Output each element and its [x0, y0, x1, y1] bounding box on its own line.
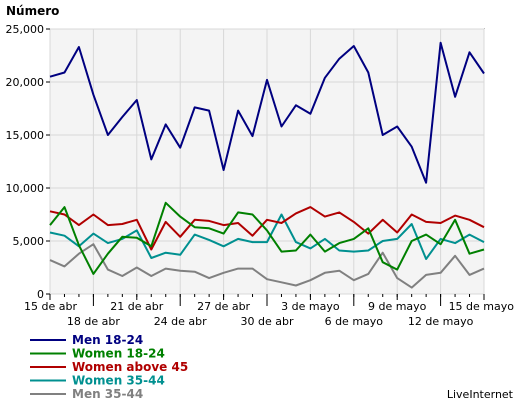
legend-label: Men 35-44	[72, 387, 143, 401]
legend-label: Women 35-44	[72, 374, 165, 388]
legend-label: Men 18-24	[72, 333, 143, 347]
legend-label: Women 18-24	[72, 347, 165, 361]
x-tick-label: 3 de mayo	[281, 300, 340, 313]
series-line	[49, 41, 485, 184]
x-tick-label: 6 de mayo	[325, 315, 384, 328]
y-tick-label: 5,000	[13, 235, 45, 248]
y-tick-label: 15,000	[6, 129, 45, 142]
y-tick-label: 20,000	[6, 76, 45, 89]
x-tick-label: 9 de mayo	[368, 300, 427, 313]
y-tick-label: 0	[37, 288, 44, 301]
brand-label: LiveInternet	[447, 388, 514, 401]
series-line	[49, 201, 485, 275]
y-tick-label: 25,000	[6, 23, 45, 36]
legend-label: Women above 45	[72, 360, 188, 374]
x-tick-label: 18 de abr	[67, 315, 120, 328]
series-group	[49, 41, 485, 289]
y-axis: 25,000 20,000 15,000 10,000 5,000 0	[6, 23, 50, 301]
x-tick-label: 30 de abr	[241, 315, 294, 328]
x-axis: 15 de abr 21 de abr 27 de abr 3 de mayo 9 de…	[24, 294, 514, 328]
x-tick-label: 21 de abr	[110, 300, 163, 313]
series-line	[49, 213, 485, 260]
x-tick-label: 12 de mayo	[408, 315, 474, 328]
y-axis-label: Número	[6, 4, 59, 18]
series-line	[49, 243, 485, 289]
y-tick-label: 10,000	[6, 182, 45, 195]
x-tick-label: 27 de abr	[197, 300, 250, 313]
series-line	[49, 206, 485, 251]
x-tick-label: 15 de mayo	[449, 300, 515, 313]
x-tick-label: 15 de abr	[24, 300, 77, 313]
x-tick-label: 24 de abr	[154, 315, 207, 328]
